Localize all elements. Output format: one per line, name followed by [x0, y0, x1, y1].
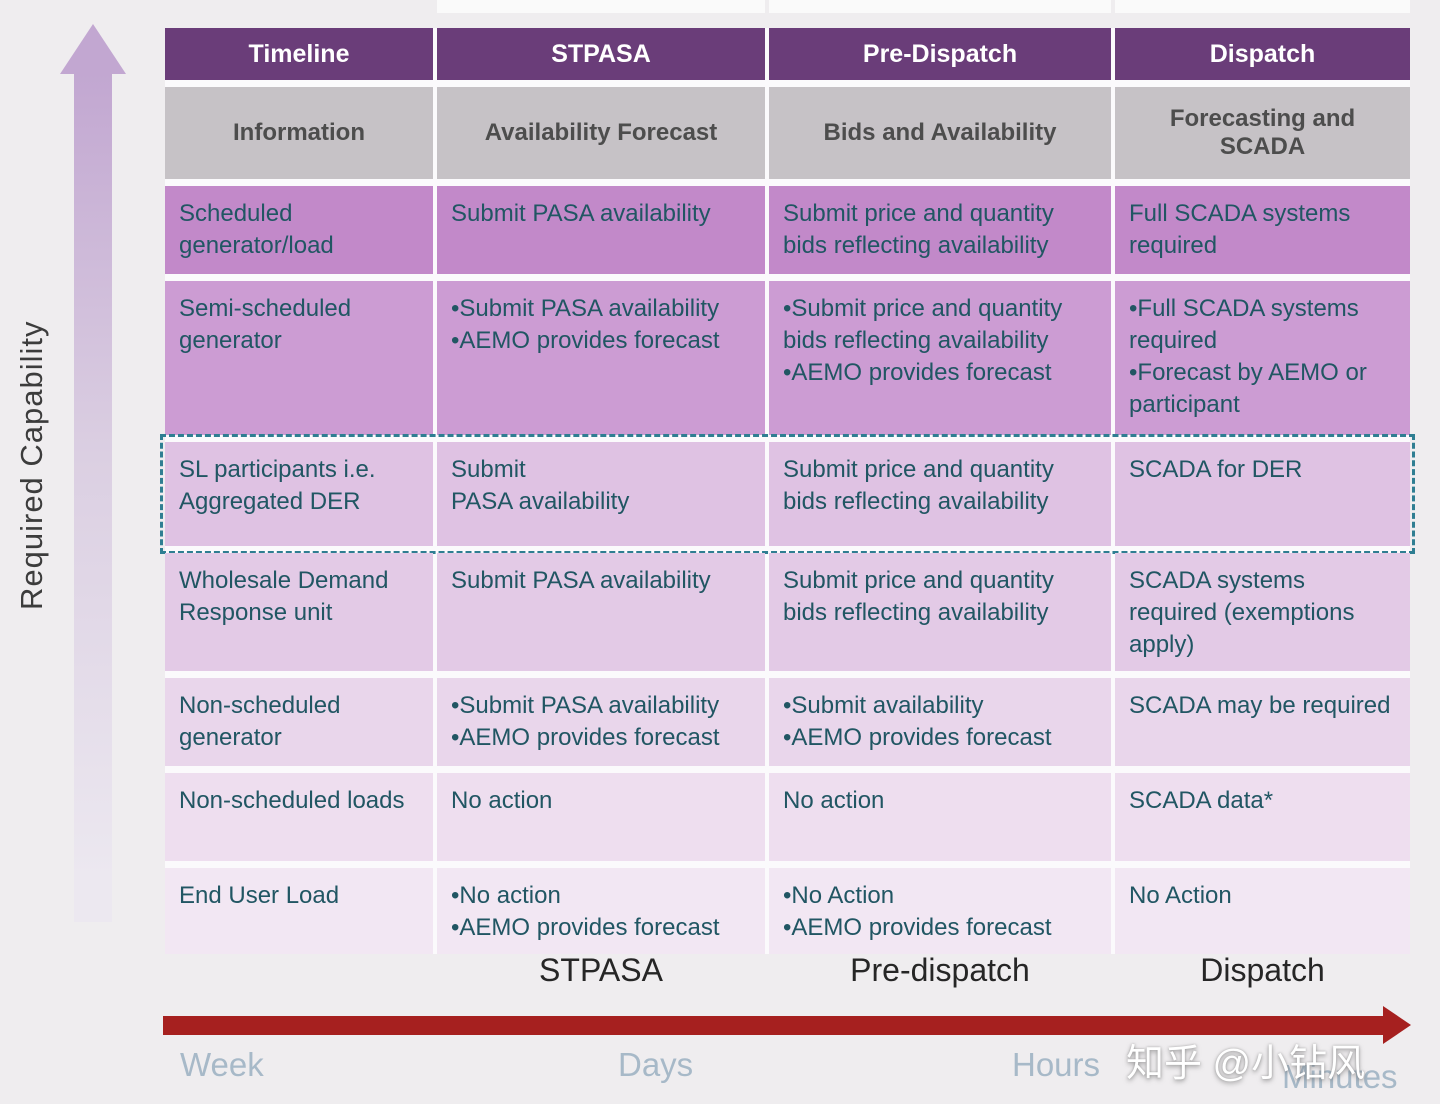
row-end-user-load: End User Load •No action •AEMO provides …: [165, 867, 1410, 954]
top-edge-tab: [437, 0, 765, 13]
cell: SCADA data*: [1115, 772, 1410, 861]
row-non-scheduled-generator: Non-scheduled generator •Submit PASA ava…: [165, 677, 1410, 766]
cell: Submit PASA availability: [437, 186, 765, 274]
subheader-availability-forecast: Availability Forecast: [437, 87, 765, 179]
required-capability-arrow: [60, 24, 126, 922]
cell: No action: [437, 772, 765, 861]
cell: No Action: [1115, 867, 1410, 954]
cell: SCADA may be required: [1115, 677, 1410, 766]
cell: No action: [769, 772, 1111, 861]
cell: •Submit PASA availability •AEMO provides…: [437, 281, 765, 435]
time-label-hours: Hours: [1012, 1046, 1101, 1083]
cell: •Full SCADA systems required •Forecast b…: [1115, 281, 1410, 435]
timeline-arrow-shaft: [163, 1015, 1383, 1035]
row-non-scheduled-loads: Non-scheduled loads No action No action …: [165, 772, 1410, 861]
row-semi-scheduled-generator: Semi-scheduled generator •Submit PASA av…: [165, 281, 1410, 435]
cell: Non-scheduled generator: [165, 677, 433, 766]
watermark: 知乎 @小钻风: [1126, 1043, 1366, 1085]
cell: Scheduled generator/load: [165, 186, 433, 274]
cell: Submit price and quantity bids reflectin…: [769, 186, 1111, 274]
header-timeline: Timeline: [165, 28, 433, 80]
cell: SL participants i.e. Aggregated DER: [165, 442, 433, 546]
stage-label-dispatch: Dispatch: [1200, 952, 1325, 988]
cell: Semi-scheduled generator: [165, 281, 433, 435]
arrow-shaft: [74, 74, 112, 922]
cell: SCADA systems required (exemptions apply…: [1115, 553, 1410, 671]
time-label-days: Days: [618, 1046, 694, 1083]
cell: •Submit availability •AEMO provides fore…: [769, 677, 1111, 766]
cell: SCADA for DER: [1115, 442, 1410, 546]
stage-label-spacer: [165, 950, 433, 989]
cell: •Submit PASA availability •AEMO provides…: [437, 677, 765, 766]
subheader-bids-availability: Bids and Availability: [769, 87, 1111, 179]
cell: •No Action •AEMO provides forecast: [769, 867, 1111, 954]
stage-label-stpasa: STPASA: [539, 952, 663, 988]
cell: Wholesale Demand Response unit: [165, 553, 433, 671]
cell: End User Load: [165, 867, 433, 954]
header-pre-dispatch: Pre-Dispatch: [769, 28, 1111, 80]
cell: Submit PASA availability: [437, 553, 765, 671]
header-stpasa: STPASA: [437, 28, 765, 80]
cell: Full SCADA systems required: [1115, 186, 1410, 274]
up-arrow-icon: [60, 24, 126, 74]
cell: Submit price and quantity bids reflectin…: [769, 442, 1111, 546]
stage-label-pre-dispatch: Pre-dispatch: [850, 952, 1030, 988]
time-label-week: Week: [180, 1046, 264, 1083]
required-capability-label: Required Capability: [14, 320, 49, 610]
table-header-row: Timeline STPASA Pre-Dispatch Dispatch: [165, 28, 1410, 80]
top-edge-tab: [769, 0, 1111, 13]
row-sl-participants-aggregated-der: SL participants i.e. Aggregated DER Subm…: [160, 434, 1415, 554]
cell: •Submit price and quantity bids reflecti…: [769, 281, 1111, 435]
capability-table: Timeline STPASA Pre-Dispatch Dispatch In…: [160, 28, 1415, 954]
top-edge-tab: [1115, 0, 1410, 13]
time-label-minutes: Minutes: [1282, 1058, 1398, 1095]
right-arrow-icon: [1383, 1006, 1411, 1044]
stage-labels: STPASA Pre-dispatch Dispatch: [165, 950, 1410, 989]
table-subheader-row: Information Availability Forecast Bids a…: [165, 87, 1410, 179]
subheader-information: Information: [165, 87, 433, 179]
cell: Submit price and quantity bids reflectin…: [769, 553, 1111, 671]
row-scheduled-generator-load: Scheduled generator/load Submit PASA ava…: [165, 186, 1410, 274]
subheader-forecasting-scada: Forecasting and SCADA: [1115, 87, 1410, 179]
cell: Non-scheduled loads: [165, 772, 433, 861]
row-wholesale-demand-response: Wholesale Demand Response unit Submit PA…: [165, 553, 1410, 671]
timeline-arrow: [163, 1006, 1411, 1044]
header-dispatch: Dispatch: [1115, 28, 1410, 80]
cell: •No action •AEMO provides forecast: [437, 867, 765, 954]
cell: Submit PASA availability: [437, 442, 765, 546]
